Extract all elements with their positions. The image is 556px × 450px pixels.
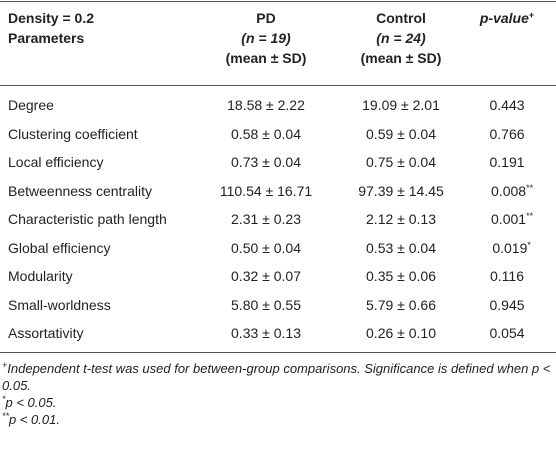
header-pd: (n = 19) [241,30,291,46]
header-control: (n = 24) [376,30,426,46]
row-parameter: Local efficiency [8,154,104,170]
footnote-mark: + [2,360,8,370]
row-parameter: Clustering coefficient [8,125,138,142]
p-mark: ** [526,211,534,221]
row-pd: 0.58 ± 0.04 [231,125,301,142]
footnote: *p < 0.05. [2,394,554,411]
row-p-value: 0.945 [489,295,524,315]
row-parameter: Degree [8,97,54,113]
footnote: **p < 0.01. [2,411,554,428]
row-parameter: Assortativity [8,325,84,341]
p-value: 0.766 [489,125,525,142]
row-pd: 5.80 ± 0.55 [231,296,301,313]
p-value: 0.001 [491,211,527,227]
row-pd: 0.50 ± 0.04 [231,239,301,256]
header-control: Control [376,10,426,26]
footnote: +Independent t-test was used for between… [2,360,554,394]
footnote-text: p < 0.05. [5,395,57,410]
p-mark: * [527,239,531,250]
p-mark: ** [526,182,534,193]
header-parameter: Density = 0.2 [8,10,94,26]
row-pd: 0.73 ± 0.04 [231,154,301,170]
row-pd: 0.32 ± 0.07 [231,268,301,284]
footnote-text: p < 0.01. [9,412,60,427]
row-p-value: 0.116 [490,266,524,286]
p-value: 0.019 [492,239,528,256]
row-parameter: Small-worldness [8,296,111,313]
row-parameter: Betweenness centrality [8,182,152,199]
row-control: 2.12 ± 0.13 [366,211,436,227]
row-p-value: 0.008** [491,181,533,201]
row-p-value: 0.443 [489,95,524,115]
p-value: 0.945 [489,296,525,313]
top-rule [0,1,556,2]
row-control: 0.75 ± 0.04 [366,154,436,170]
footnote-mark: ** [2,411,10,421]
row-p-value: 0.766 [489,124,524,144]
header-parameter: Parameters [8,30,85,46]
row-control: 0.53 ± 0.04 [366,239,436,256]
row-pd: 18.58 ± 2.22 [227,97,305,113]
header-pd: (mean ± SD) [225,50,307,66]
header-pd: PD [256,10,276,26]
header-rule [0,85,556,86]
header-p-text: p-value [479,10,529,26]
p-value: 0.054 [489,325,525,341]
row-pd: 110.54 ± 16.71 [219,182,313,199]
row-control: 0.35 ± 0.06 [366,268,436,284]
header-p-value: p-value+ [480,8,534,28]
row-control: 97.39 ± 14.45 [358,182,444,199]
bottom-rule [0,352,556,353]
header-control: (mean ± SD) [360,50,442,66]
p-value: 0.008 [491,182,527,199]
row-control: 0.59 ± 0.04 [366,125,436,142]
p-value: 0.191 [489,154,525,170]
row-control: 5.79 ± 0.66 [366,296,436,313]
row-p-value: 0.191 [489,152,524,172]
row-p-value: 0.019* [492,238,531,258]
row-p-value: 0.054 [489,323,524,343]
row-parameter: Characteristic path length [8,211,167,227]
row-parameter: Global efficiency [8,239,111,256]
row-parameter: Modularity [8,268,73,284]
row-pd: 2.31 ± 0.23 [231,211,301,227]
p-value: 0.443 [489,97,525,113]
footnote-mark: * [2,394,6,404]
footnote-text: Independent t-test was used for between-… [2,361,551,393]
header-p-mark: + [528,10,535,20]
p-value: 0.116 [490,268,524,284]
row-pd: 0.33 ± 0.13 [231,325,301,341]
row-control: 0.26 ± 0.10 [366,325,436,341]
row-control: 19.09 ± 2.01 [362,97,440,113]
row-p-value: 0.001** [491,209,533,229]
